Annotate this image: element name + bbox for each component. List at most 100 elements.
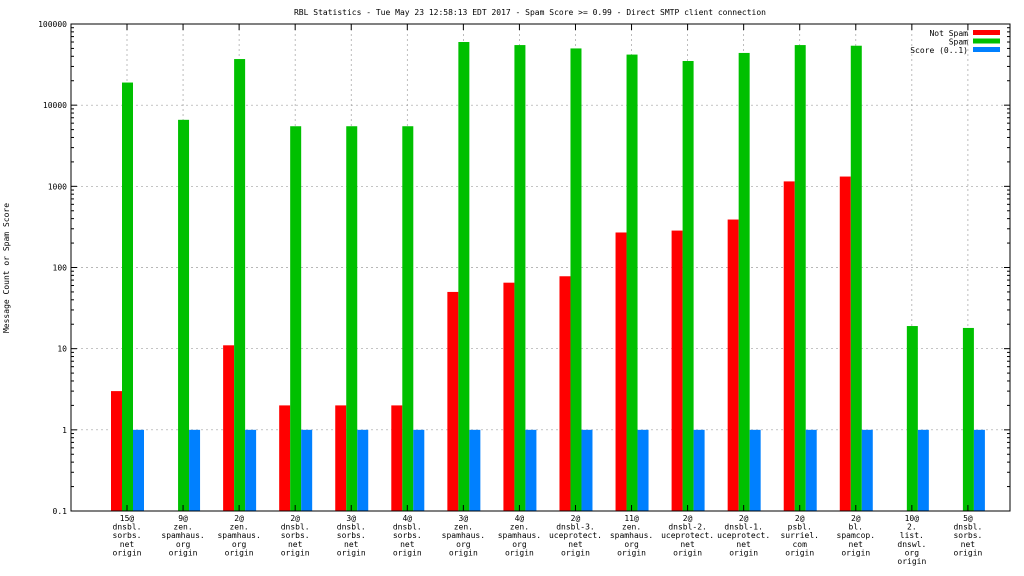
bar-spam [346, 126, 358, 511]
x-tick-label: spamhaus. [442, 531, 485, 540]
x-tick-label: origin [169, 548, 198, 557]
x-tick-label: net [849, 540, 864, 549]
bar-spam [178, 119, 190, 511]
legend-label: Score (0..1) [910, 46, 968, 55]
x-tick-label: dnsbl-1. [724, 523, 763, 532]
x-tick-label: list. [900, 531, 924, 540]
bar-score-0-1 [245, 429, 257, 511]
x-tick-label: net [344, 540, 359, 549]
x-tick-label: zen. [229, 523, 248, 532]
x-tick-label: net [120, 540, 135, 549]
x-tick-label: com [792, 540, 807, 549]
x-tick-label: sorbs. [113, 531, 142, 540]
x-tick-label: origin [785, 548, 814, 557]
y-tick-label: 1 [62, 426, 67, 435]
x-tick-label: sorbs. [393, 531, 422, 540]
bar-score-0-1 [973, 429, 985, 511]
bar-not-spam [559, 276, 571, 511]
bar-not-spam [279, 405, 291, 511]
x-tick-label: org [512, 540, 527, 549]
x-tick-label: spamhaus. [498, 531, 541, 540]
bar-not-spam [391, 405, 403, 511]
bar-spam [234, 59, 246, 511]
x-tick-label: zen. [173, 523, 192, 532]
bars [111, 42, 985, 512]
x-tick-label: spamhaus. [217, 531, 260, 540]
x-tick-label: 4@ [515, 514, 525, 523]
bar-spam [906, 326, 918, 511]
x-tick-label: net [400, 540, 415, 549]
bar-not-spam [447, 291, 459, 511]
x-tick-label: dnsbl. [281, 523, 310, 532]
bar-score-0-1 [861, 429, 873, 511]
x-tick-label: 2@ [851, 514, 861, 523]
bar-spam [738, 52, 750, 511]
x-tick-label: 2@ [571, 514, 581, 523]
x-tick-label: origin [225, 548, 254, 557]
x-tick-label: 11@ [624, 514, 639, 523]
x-tick-label: dnsbl. [393, 523, 422, 532]
x-tick-label: sorbs. [337, 531, 366, 540]
x-tick-label: net [568, 540, 583, 549]
y-tick-label: 100 [53, 264, 68, 273]
bar-score-0-1 [189, 429, 201, 511]
bar-spam [402, 126, 414, 511]
x-tick-label: 2@ [234, 514, 244, 523]
y-tick-label: 1000 [48, 182, 67, 191]
x-tick-label: origin [449, 548, 478, 557]
bar-spam [962, 327, 974, 511]
x-tick-label: 3@ [346, 514, 356, 523]
x-tick-label: dnsbl-2. [668, 523, 707, 532]
x-tick-label: origin [505, 548, 534, 557]
bar-not-spam [223, 345, 235, 511]
x-tick-label: bl. [849, 523, 863, 532]
x-tick-label: uceprotect. [549, 531, 602, 540]
bar-score-0-1 [581, 429, 593, 511]
x-tick-label: origin [897, 557, 926, 566]
bar-spam [458, 42, 470, 512]
x-tick-label: 10@ [905, 514, 920, 523]
chart-title: RBL Statistics - Tue May 23 12:58:13 EDT… [294, 8, 766, 17]
bar-score-0-1 [133, 429, 144, 511]
bar-score-0-1 [525, 429, 537, 511]
x-tick-label: origin [673, 548, 702, 557]
bar-spam [682, 61, 694, 512]
x-tick-label: org [905, 548, 920, 557]
bar-score-0-1 [357, 429, 369, 511]
x-tick-label: origin [617, 548, 646, 557]
x-tick-label: 5@ [963, 514, 973, 523]
x-tick-label: origin [281, 548, 310, 557]
bar-score-0-1 [805, 429, 817, 511]
x-tick-label: net [288, 540, 303, 549]
x-tick-label: org [176, 540, 191, 549]
x-tick-label: dnsbl. [337, 523, 366, 532]
bar-score-0-1 [413, 429, 425, 511]
x-tick-label: origin [113, 548, 142, 557]
bar-not-spam [839, 176, 851, 511]
y-axis-label: Message Count or Spam Score [2, 203, 11, 333]
x-tick-label: 2@ [683, 514, 693, 523]
x-tick-label: origin [729, 548, 758, 557]
x-tick-label: spamhaus. [161, 531, 204, 540]
x-tick-label: origin [841, 548, 870, 557]
x-tick-label: zen. [454, 523, 473, 532]
x-tick-label: 3@ [459, 514, 469, 523]
x-tick-label: uceprotect. [717, 531, 770, 540]
bar-spam [290, 126, 302, 511]
x-tick-label: net [736, 540, 751, 549]
x-tick-label: psbl. [788, 523, 812, 532]
bar-spam [570, 48, 582, 512]
x-tick-label: uceprotect. [661, 531, 714, 540]
x-tick-label: spamhaus. [610, 531, 653, 540]
legend-swatch [973, 38, 1000, 44]
x-tick-label: dnsbl. [113, 523, 142, 532]
legend-label: Not Spam [929, 29, 968, 38]
x-tick-label: origin [337, 548, 366, 557]
x-tick-label: 2. [907, 523, 917, 532]
axis-ticks: 0.111010010001000010000015@dnsbl.sorbs.n… [38, 20, 1010, 566]
bar-not-spam [783, 181, 795, 512]
bar-not-spam [335, 405, 347, 511]
x-tick-label: 9@ [178, 514, 188, 523]
x-tick-label: spamcop. [837, 531, 876, 540]
